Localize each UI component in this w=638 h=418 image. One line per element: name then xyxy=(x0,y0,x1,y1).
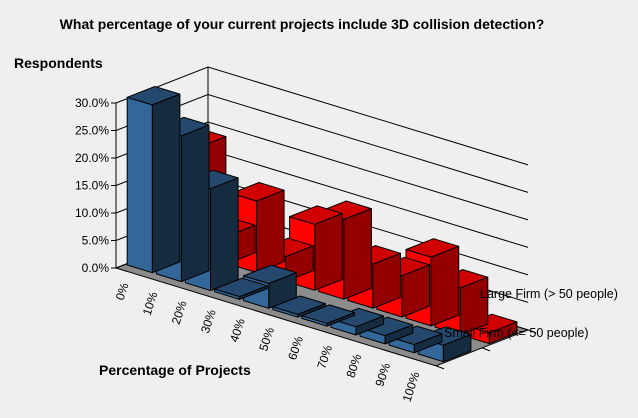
x-tick-label: 90% xyxy=(372,361,393,388)
depth-tick-mark xyxy=(527,329,537,334)
series-label-small-firm: Small Firm (<= 50 people) xyxy=(444,326,589,340)
x-tick-label: 0% xyxy=(113,281,132,302)
y-tick-label: 10.0% xyxy=(75,206,109,220)
y-tick-label: 25.0% xyxy=(75,124,109,138)
bar-top xyxy=(243,264,297,284)
bar-side xyxy=(151,93,181,274)
y-axis-title: Respondents xyxy=(14,55,103,71)
chart-title: What percentage of your current projects… xyxy=(60,16,545,32)
bar xyxy=(359,316,414,345)
bar xyxy=(301,304,355,327)
bar-side xyxy=(430,245,460,327)
bar xyxy=(126,86,181,274)
depth-tick-mark xyxy=(435,365,445,370)
x-axis-title: Percentage of Projects xyxy=(99,362,251,378)
x-tick-label: 80% xyxy=(344,352,365,379)
y-tick-label: 15.0% xyxy=(75,179,109,193)
depth-tick-mark xyxy=(481,347,491,352)
x-tick-label: 40% xyxy=(227,316,248,343)
series-label-large-firm: Large Firm (> 50 people) xyxy=(480,287,618,301)
y-tick-label: 30.0% xyxy=(75,96,109,110)
bar xyxy=(272,295,326,318)
bar-side xyxy=(314,213,343,291)
bar-top xyxy=(405,238,460,258)
bar-top xyxy=(126,86,181,106)
x-tick-label: 30% xyxy=(198,307,219,334)
y-tick-label: 20.0% xyxy=(75,151,109,165)
x-tick-label: 60% xyxy=(285,334,306,361)
bar xyxy=(214,277,268,300)
bar-top xyxy=(289,205,343,225)
bar-side xyxy=(256,189,285,273)
x-tick-label: 50% xyxy=(256,325,277,352)
bar-top xyxy=(230,182,285,202)
x-tick-label: 70% xyxy=(314,343,335,370)
x-tick-label: 10% xyxy=(140,290,161,317)
bar-side xyxy=(180,124,210,283)
x-tick-label: 100% xyxy=(400,370,423,404)
y-tick-label: 0.0% xyxy=(82,261,110,275)
x-tick-label: 20% xyxy=(169,299,190,326)
bar-side xyxy=(210,177,239,291)
y-tick-label: 5.0% xyxy=(82,234,110,248)
bar-side xyxy=(343,208,372,300)
bar xyxy=(330,307,385,336)
bar-front xyxy=(126,96,153,274)
